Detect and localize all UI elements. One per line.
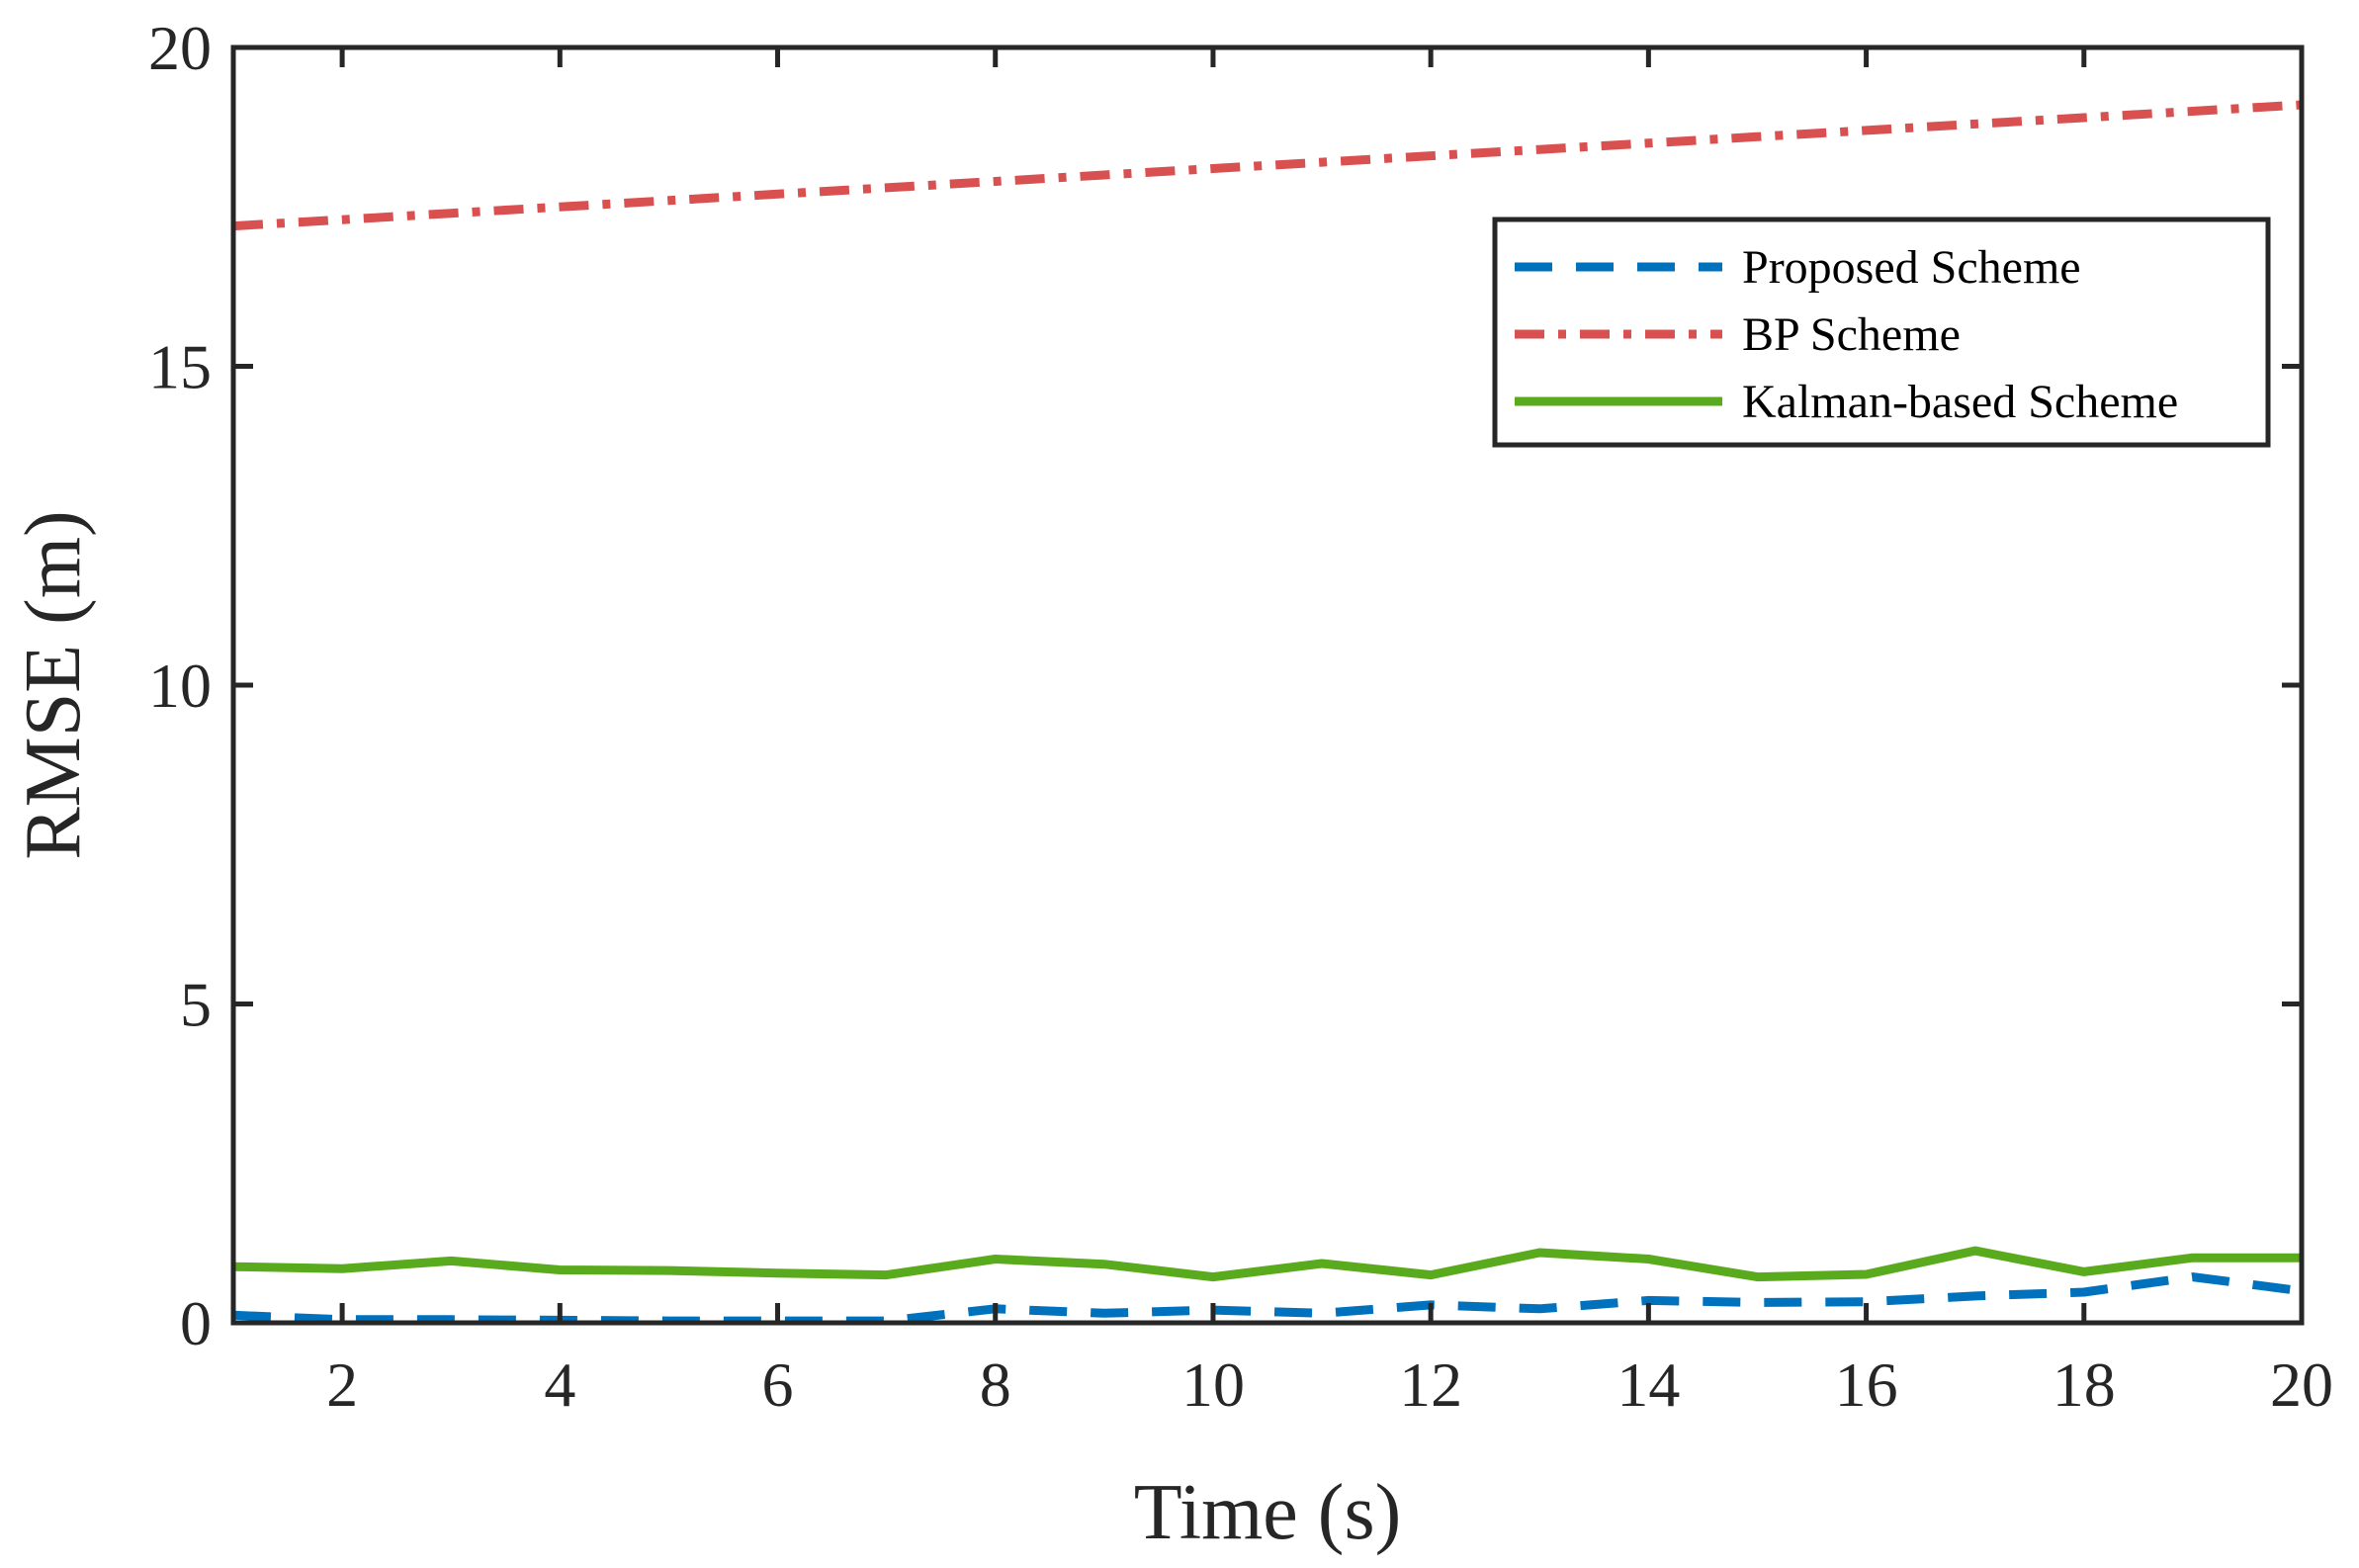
- y-tick-label: 20: [148, 13, 212, 83]
- x-tick-label: 8: [980, 1350, 1011, 1420]
- axes-layer: 2 4 6 8 10 12 14 16 18 20 0 5 10 15 20: [148, 13, 2333, 1420]
- x-tick-label: 2: [326, 1350, 358, 1420]
- y-axis-title: RMSE (m): [10, 510, 97, 859]
- legend-label-bp-scheme: BP Scheme: [1742, 308, 1961, 361]
- series-line-bp-scheme: [233, 100, 2302, 231]
- series-line-proposed-scheme: [233, 1272, 2302, 1323]
- y-tick-label: 10: [148, 651, 212, 721]
- legend: Proposed Scheme BP Scheme Kalman-based Sch…: [1492, 217, 2271, 448]
- x-tick-label: 16: [1835, 1350, 1898, 1420]
- x-tick-label: 12: [1399, 1350, 1462, 1420]
- x-tick-label: 20: [2270, 1350, 2333, 1420]
- legend-label-kalman-based-scheme: Kalman-based Scheme: [1742, 376, 2178, 428]
- y-tick-label: 5: [180, 970, 212, 1040]
- x-tick-label: 6: [762, 1350, 794, 1420]
- legend-label-proposed-scheme: Proposed Scheme: [1742, 241, 2081, 294]
- series-line-kalman-based-scheme: [233, 1246, 2302, 1282]
- y-tick-label: 0: [180, 1288, 212, 1358]
- x-axis-title: Time (s): [1134, 1469, 1401, 1556]
- x-tick-label: 18: [2053, 1350, 2116, 1420]
- x-tick-label: 10: [1181, 1350, 1245, 1420]
- x-tick-label: 4: [544, 1350, 575, 1420]
- x-tick-label: 14: [1616, 1350, 1680, 1420]
- series-layer: [233, 100, 2302, 1323]
- legend-box: [1492, 217, 2271, 448]
- y-tick-label: 15: [148, 332, 212, 402]
